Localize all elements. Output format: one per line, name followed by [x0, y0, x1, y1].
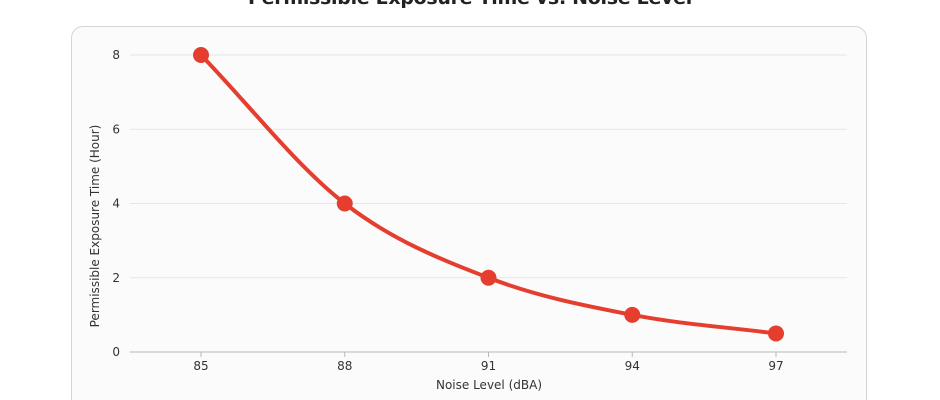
series-line	[199, 53, 778, 336]
grid-lines	[130, 54, 847, 279]
data-point	[193, 47, 209, 63]
x-tick-label: 94	[625, 359, 640, 373]
x-tick-label: 91	[481, 359, 496, 373]
y-tick-label: 2	[112, 271, 120, 285]
chart-title: Permissible Exposure Time vs. Noise Leve…	[0, 0, 940, 9]
chart-panel	[71, 26, 867, 400]
y-tick-label: 4	[112, 197, 120, 211]
y-tick-label: 8	[112, 48, 120, 62]
x-axis-ticks: 85 88 91 94 97	[193, 352, 784, 373]
series-layer	[193, 47, 784, 342]
data-point	[624, 306, 641, 323]
y-tick-label: 0	[112, 345, 120, 359]
data-point	[336, 195, 353, 212]
x-axis-label: Noise Level (dBA)	[436, 378, 542, 392]
y-axis-label: Permissible Exposure Time (Hour)	[88, 125, 102, 328]
y-axis-ticks: 0 2 4 6 8	[112, 48, 120, 359]
data-point	[768, 325, 784, 342]
x-tick-label: 97	[768, 359, 783, 373]
y-tick-label: 6	[112, 122, 120, 136]
data-point	[480, 269, 497, 286]
x-tick-label: 88	[337, 359, 352, 373]
x-tick-label: 85	[193, 359, 208, 373]
